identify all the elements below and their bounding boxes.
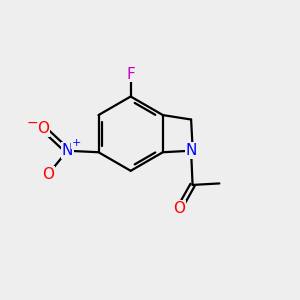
Text: N: N: [61, 143, 73, 158]
Text: O: O: [38, 121, 50, 136]
Text: O: O: [42, 167, 54, 182]
Text: −: −: [26, 116, 38, 130]
Text: F: F: [126, 67, 135, 82]
Text: N: N: [185, 143, 197, 158]
Text: O: O: [173, 201, 185, 216]
Text: +: +: [71, 138, 81, 148]
